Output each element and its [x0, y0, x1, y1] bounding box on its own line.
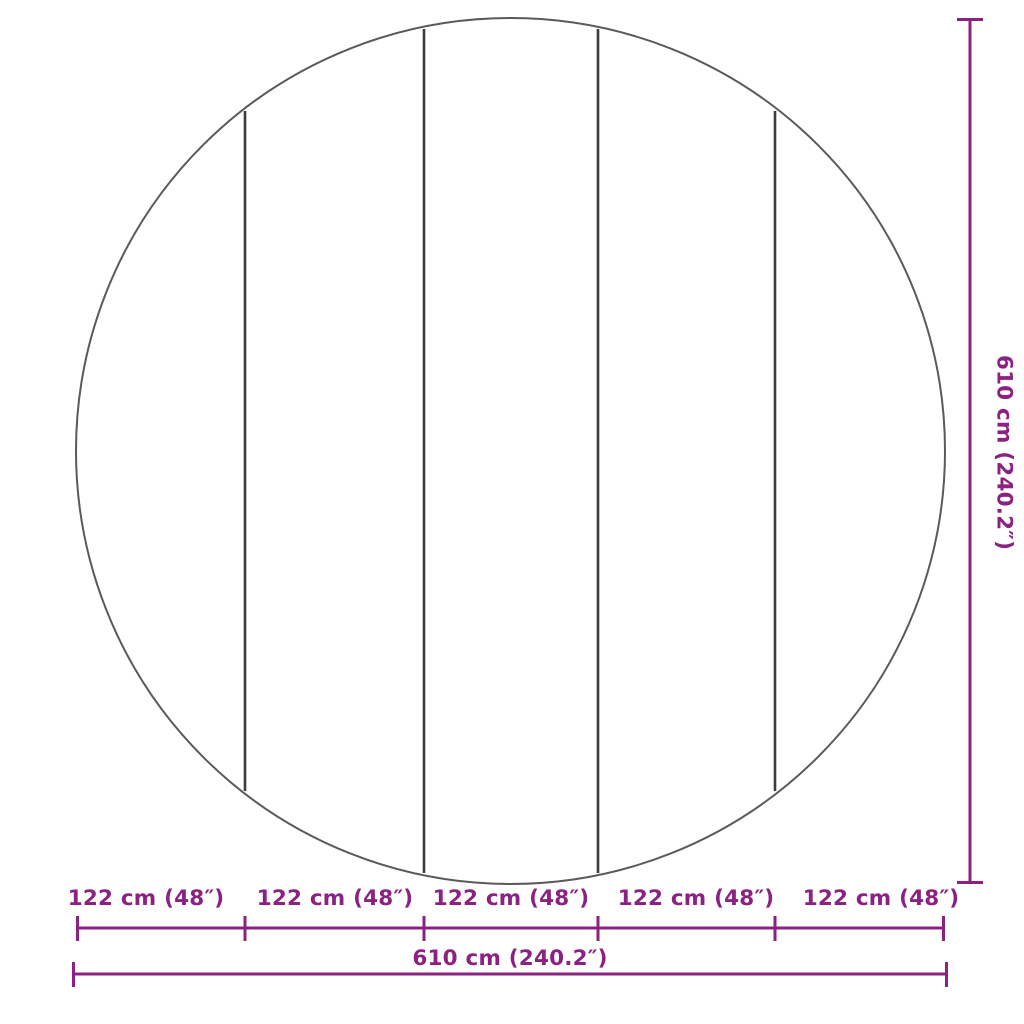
- segment-label-5: 122 cm (48″): [802, 886, 960, 911]
- segment-dimension-line: [76, 916, 945, 941]
- segment-label-1: 122 cm (48″): [67, 886, 225, 911]
- segment-label-4: 122 cm (48″): [617, 886, 775, 911]
- overall-height-label: 610 cm (240.2″): [991, 354, 1017, 551]
- overall-width-label: 610 cm (240.2″): [412, 946, 608, 971]
- segment-label-3: 122 cm (48″): [432, 886, 590, 911]
- round-panel-outline: [75, 17, 946, 885]
- overall-height-dimension-line: [957, 18, 983, 884]
- segment-label-2: 122 cm (48″): [256, 886, 414, 911]
- overall-width-dimension-line: [72, 962, 948, 987]
